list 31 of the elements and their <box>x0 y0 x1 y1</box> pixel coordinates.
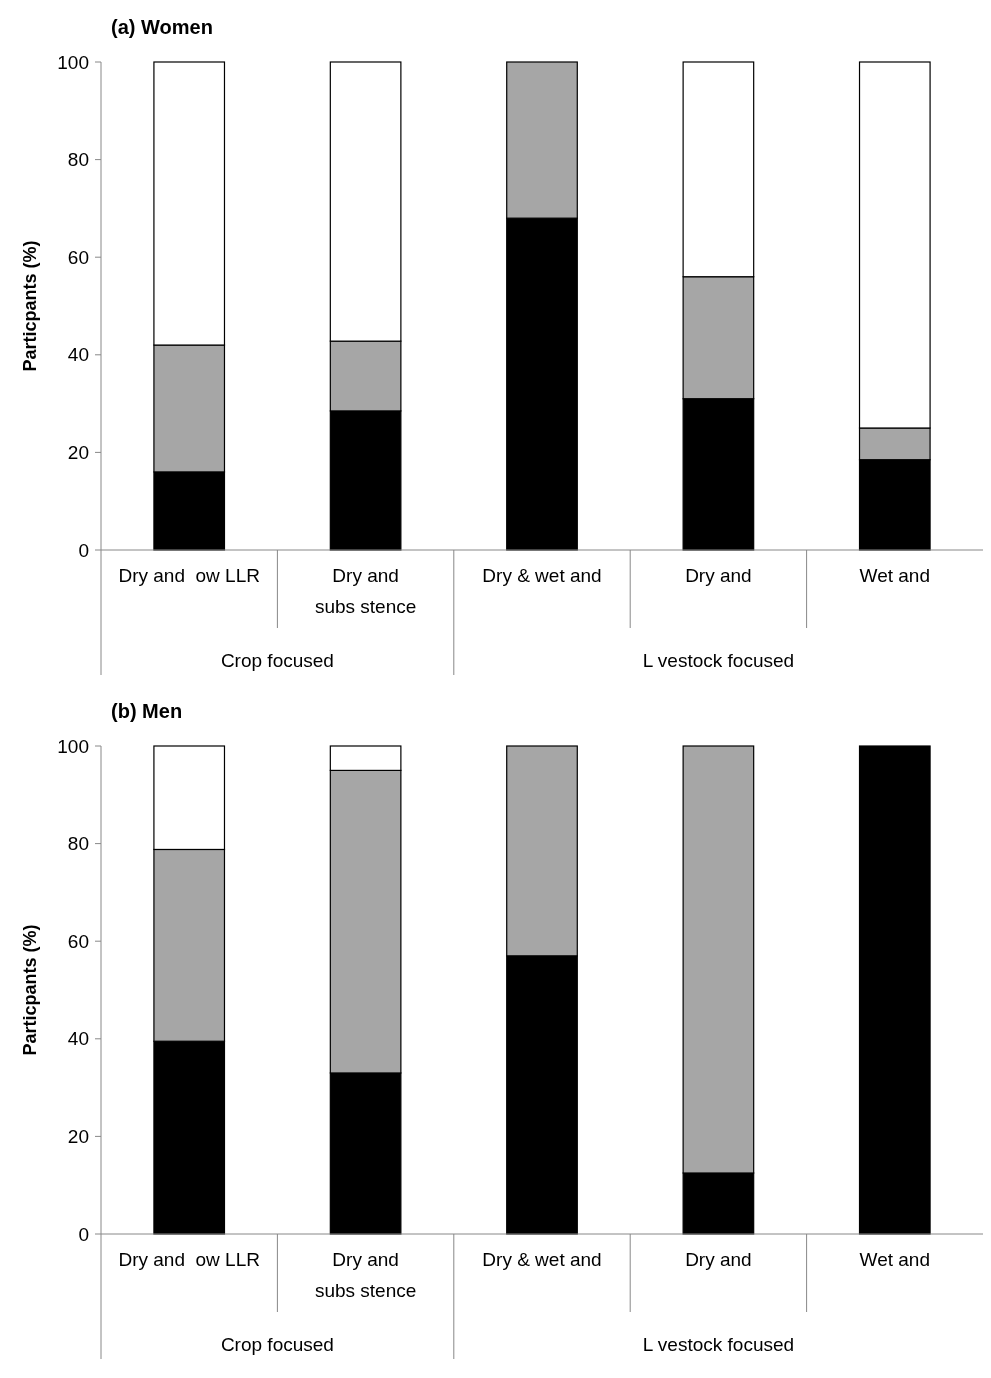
chart-title: (b) Men <box>111 700 183 722</box>
x-tick-label: Dry and <box>685 1249 752 1270</box>
y-tick-label: 100 <box>57 51 89 73</box>
y-tick-label: 80 <box>67 833 89 855</box>
y-axis-title: Particpants (%) <box>20 924 40 1056</box>
y-axis-title: Particpants (%) <box>20 240 40 372</box>
x-tick-label: Dry & wet and <box>482 565 602 586</box>
text: L vestock focused <box>642 650 795 671</box>
y-tick-label: 40 <box>67 344 89 366</box>
text: Crop focused <box>220 1334 334 1355</box>
y-tick-label: 40 <box>67 1028 89 1050</box>
x-tick-label: Dry and subs stence <box>314 565 417 617</box>
text: L vestock focused <box>642 1334 795 1355</box>
y-tick-label: 20 <box>67 1126 89 1148</box>
x-tick-label: Dry and subs stence <box>314 1249 417 1301</box>
text: Crop focused <box>220 650 334 671</box>
chart-title: (a) Women <box>111 16 213 38</box>
x-tick-label: Dry & wet and <box>482 1249 602 1270</box>
x-tick-label: Dry and <box>685 565 752 586</box>
bar <box>858 745 931 1235</box>
x-tick-label: Dry and ow LLR <box>118 565 260 586</box>
y-tick-label: 60 <box>67 246 89 268</box>
y-tick-label: 100 <box>57 735 89 757</box>
x-tick-label: Wet and <box>859 1249 931 1270</box>
y-tick-label: 60 <box>67 930 89 952</box>
x-tick-label: Wet and <box>859 565 931 586</box>
y-tick-label: 0 <box>78 539 89 561</box>
y-tick-label: 0 <box>78 1223 89 1245</box>
x-tick-label: Dry and ow LLR <box>118 1249 260 1270</box>
y-tick-label: 20 <box>67 442 89 464</box>
y-tick-label: 80 <box>67 149 89 171</box>
